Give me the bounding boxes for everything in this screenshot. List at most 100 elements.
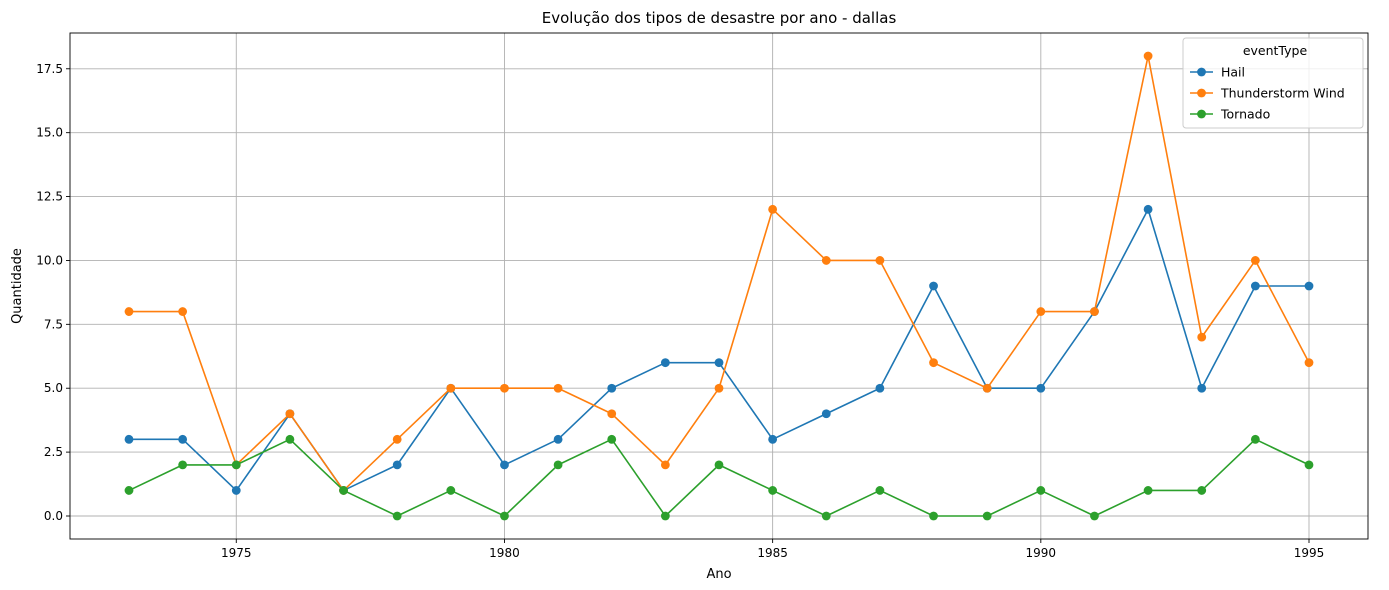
x-axis-label: Ano — [706, 567, 731, 582]
data-point-thunderstorm-wind — [1090, 307, 1099, 316]
data-point-tornado — [446, 486, 456, 495]
data-point-tornado — [178, 460, 188, 470]
data-point-thunderstorm-wind — [660, 460, 670, 470]
x-tick-label: 1990 — [1026, 546, 1057, 560]
data-point-hail — [231, 486, 241, 495]
grid-lines — [70, 33, 1368, 539]
data-point-hail — [660, 358, 670, 368]
data-point-tornado — [1250, 434, 1260, 444]
legend: eventType Hail Thunderstorm Wind Tornado — [1182, 37, 1364, 129]
legend-box — [1182, 37, 1364, 129]
y-tick-label: 12.5 — [36, 190, 63, 204]
data-point-tornado — [339, 486, 348, 495]
data-point-thunderstorm-wind — [1143, 51, 1153, 61]
y-tick-label: 17.5 — [36, 62, 63, 76]
series-line-tornado — [128, 438, 1310, 517]
data-point-thunderstorm-wind — [500, 383, 509, 393]
data-point-hail — [1143, 204, 1153, 214]
legend-label-thunderstorm-wind: Thunderstorm Wind — [1220, 86, 1345, 101]
data-point-thunderstorm-wind — [1197, 332, 1207, 342]
data-point-tornado — [124, 486, 134, 495]
series-tornado — [124, 434, 1314, 521]
data-point-thunderstorm-wind — [392, 434, 402, 444]
data-point-hail — [1250, 281, 1260, 291]
legend-marker-thunderstorm-wind — [1197, 88, 1206, 98]
data-point-thunderstorm-wind — [285, 409, 295, 419]
legend-title: eventType — [1243, 43, 1308, 58]
legend-label-hail: Hail — [1221, 65, 1245, 80]
y-axis-label: Quantidade — [10, 248, 25, 324]
data-point-hail — [875, 383, 885, 393]
data-point-thunderstorm-wind — [875, 256, 885, 265]
data-point-tornado — [1304, 460, 1314, 470]
legend-marker-hail — [1197, 67, 1206, 77]
data-point-hail — [607, 383, 617, 393]
series-line-hail — [129, 208, 1309, 492]
data-point-thunderstorm-wind — [178, 307, 188, 316]
y-tick-label: 0.0 — [44, 509, 63, 523]
x-tick-label: 1975 — [221, 546, 252, 560]
legend-marker-tornado — [1197, 109, 1206, 119]
legend-label-tornado: Tornado — [1220, 107, 1270, 122]
data-point-tornado — [231, 460, 241, 470]
y-tick-label: 5.0 — [44, 381, 63, 395]
legend-entries: Hail Thunderstorm Wind Tornado — [1190, 65, 1345, 122]
data-point-tornado — [982, 511, 992, 521]
data-point-tornado — [1090, 511, 1099, 521]
data-point-thunderstorm-wind — [982, 383, 992, 393]
data-point-tornado — [392, 511, 402, 521]
x-tick-label: 1985 — [757, 546, 788, 560]
y-tick-label: 15.0 — [36, 126, 63, 140]
data-point-thunderstorm-wind — [714, 383, 724, 393]
y-tick-label: 7.5 — [44, 317, 63, 331]
data-point-tornado — [285, 434, 295, 444]
data-point-thunderstorm-wind — [553, 383, 563, 393]
data-point-thunderstorm-wind — [1036, 307, 1046, 316]
data-point-tornado — [929, 511, 938, 521]
series-lines — [124, 51, 1314, 521]
data-point-hail — [500, 460, 509, 470]
data-point-hail — [821, 409, 831, 419]
data-point-hail — [124, 434, 134, 444]
data-point-hail — [768, 434, 778, 444]
series-thunderstorm-wind — [124, 51, 1314, 495]
x-tick-label: 1980 — [489, 546, 520, 560]
data-point-thunderstorm-wind — [929, 358, 938, 368]
chart-title: Evolução dos tipos de desastre por ano -… — [542, 9, 897, 27]
data-point-tornado — [660, 511, 670, 521]
axis-ticks: 1975 1980 1985 1990 1995 0.0 2.5 5.0 7.5 10.0 12.5… — [36, 62, 1324, 560]
data-point-tornado — [875, 486, 885, 495]
data-point-tornado — [1197, 486, 1207, 495]
data-point-tornado — [1036, 486, 1046, 495]
data-point-thunderstorm-wind — [607, 409, 617, 419]
data-point-hail — [178, 434, 188, 444]
legend-entry-tornado: Tornado — [1190, 107, 1270, 122]
data-point-thunderstorm-wind — [446, 383, 456, 393]
data-point-hail — [714, 358, 724, 368]
data-point-tornado — [821, 511, 831, 521]
data-point-thunderstorm-wind — [1250, 256, 1260, 265]
data-point-hail — [553, 434, 563, 444]
data-point-tornado — [714, 460, 724, 470]
x-tick-label: 1995 — [1294, 546, 1325, 560]
series-line-thunderstorm-wind — [129, 55, 1310, 492]
data-point-thunderstorm-wind — [821, 256, 831, 265]
data-point-tornado — [500, 511, 509, 521]
data-point-tornado — [553, 460, 563, 470]
legend-entry-thunderstorm-wind: Thunderstorm Wind — [1190, 86, 1345, 101]
y-tick-label: 2.5 — [44, 445, 63, 459]
data-point-hail — [392, 460, 402, 470]
data-point-hail — [1036, 383, 1046, 393]
data-point-tornado — [1143, 486, 1153, 495]
data-point-hail — [1304, 281, 1314, 291]
plot-frame — [69, 32, 1369, 540]
data-point-thunderstorm-wind — [768, 204, 778, 214]
legend-entry-hail: Hail — [1190, 65, 1245, 80]
data-point-thunderstorm-wind — [1304, 358, 1314, 368]
data-point-tornado — [768, 486, 778, 495]
data-point-tornado — [607, 434, 617, 444]
data-point-hail — [1197, 383, 1207, 393]
data-point-hail — [929, 281, 938, 291]
data-point-thunderstorm-wind — [124, 307, 134, 316]
